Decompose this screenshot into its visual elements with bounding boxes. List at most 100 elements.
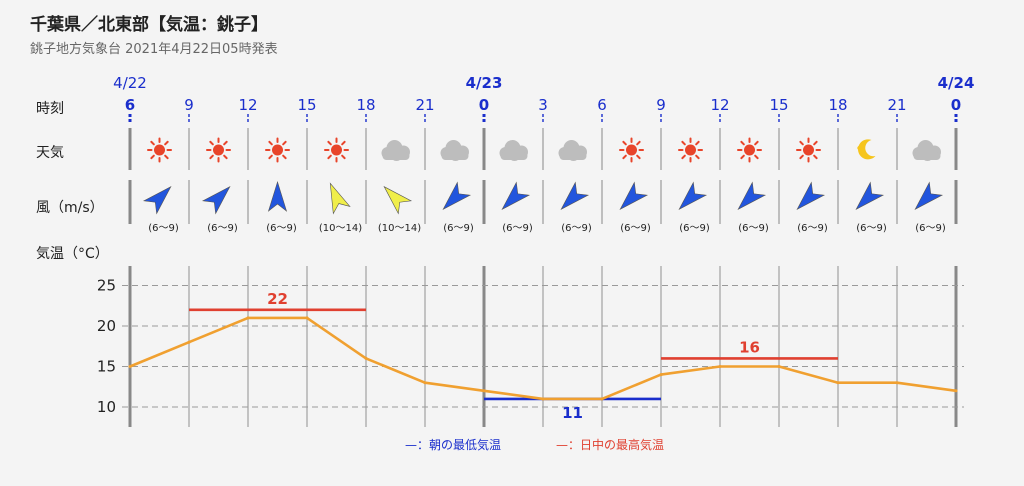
sun-ray	[622, 140, 627, 146]
hour-label: 18	[356, 96, 375, 114]
date-labels: 4/22 4/23 4/24	[113, 74, 974, 92]
hour-label: 0	[951, 96, 961, 114]
sun-disc	[685, 144, 696, 156]
hour-label: 0	[479, 96, 489, 114]
page-subtitle: 銚子地方気象台 2021年4月22日05時発表	[30, 42, 278, 57]
wind-arrow-icon	[142, 185, 172, 215]
hour-label: 6	[125, 96, 135, 114]
temperature-grid: 10 15 20 25	[97, 266, 964, 427]
sun-ray	[282, 154, 287, 160]
wind-range-label: (6〜9)	[738, 223, 769, 234]
y-tick-label: 20	[97, 317, 116, 335]
temperature-series	[128, 316, 958, 401]
sun-disc	[272, 144, 283, 156]
wind-arrow-icon	[619, 181, 649, 211]
cloud-base	[913, 152, 941, 160]
sun-ray	[327, 154, 332, 160]
wind-range-label: (6〜9)	[856, 223, 887, 234]
sun-ray	[164, 140, 169, 146]
wind-arrow-icon	[329, 182, 351, 215]
wind-range-label: (10〜14)	[319, 223, 362, 234]
wind-arrow-shape	[201, 185, 231, 215]
cloud-base	[559, 152, 587, 160]
cloud-icon	[558, 140, 587, 161]
wind-arrow-icon	[796, 181, 826, 211]
moon-crescent	[858, 139, 876, 160]
wind-arrow-icon	[737, 181, 767, 211]
legend-item: —：日中の最高気温	[556, 437, 664, 452]
sun-ray	[268, 154, 273, 160]
wind-range-label: (6〜9)	[266, 223, 297, 234]
sun-ray	[282, 140, 287, 146]
sun-ray	[681, 154, 686, 160]
y-tick-label: 25	[97, 277, 116, 295]
wind-range-label: (10〜14)	[378, 223, 421, 234]
temperature-point	[187, 340, 191, 344]
max-temp-label: 22	[267, 290, 288, 308]
cloud-base	[500, 152, 528, 160]
time-row-label: 時刻	[36, 101, 64, 117]
sun-ray	[740, 140, 745, 146]
wind-arrow-icon	[855, 181, 885, 211]
wind-arrow-shape	[914, 181, 944, 211]
sun-ray	[754, 140, 759, 146]
sun-ray	[223, 140, 228, 146]
sun-ray	[681, 140, 686, 146]
wind-range-label: (6〜9)	[502, 223, 533, 234]
sun-ray	[740, 154, 745, 160]
sun-disc	[154, 144, 165, 156]
wind-range-label: (6〜9)	[561, 223, 592, 234]
sun-ray	[636, 154, 641, 160]
wind-arrow-shape	[329, 182, 351, 215]
temperature-point	[364, 356, 368, 360]
temp-row-label: 気温（°C）	[36, 246, 109, 262]
moon-icon	[857, 139, 876, 160]
sun-ray	[695, 154, 700, 160]
hour-label: 12	[238, 96, 257, 114]
y-tick-label: 10	[97, 398, 116, 416]
sun-disc	[331, 144, 342, 156]
temperature-point	[659, 373, 663, 377]
wind-arrow-shape	[619, 181, 649, 211]
hour-labels: 6 9 12 15 18 21 0 3 6 9 12 15 18 21 0	[125, 96, 961, 122]
sun-ray	[813, 154, 818, 160]
wind-range-label: (6〜9)	[679, 223, 710, 234]
wind-arrow-icon	[914, 181, 944, 211]
wind-arrow-shape	[383, 185, 413, 215]
wind-row: (6〜9) (6〜9) (6〜9) (10〜14) (10〜14) (6〜9) (6〜9) (…	[128, 180, 958, 234]
max-temp-label: 16	[739, 338, 760, 356]
sun-ray	[150, 154, 155, 160]
temperature-point	[954, 389, 958, 393]
temperature-point	[541, 397, 545, 401]
wind-arrow-shape	[855, 181, 885, 211]
sun-ray	[209, 140, 214, 146]
cloud-icon	[912, 140, 941, 161]
hour-label: 21	[415, 96, 434, 114]
sun-ray	[268, 140, 273, 146]
cloud-base	[441, 152, 469, 160]
sun-ray	[622, 154, 627, 160]
wind-arrow-shape	[442, 181, 472, 211]
sun-icon	[796, 137, 821, 163]
wind-range-label: (6〜9)	[443, 223, 474, 234]
wind-arrow-icon	[201, 185, 231, 215]
sun-icon	[206, 137, 231, 163]
sun-ray	[223, 154, 228, 160]
legend-item: —：朝の最低気温	[405, 437, 501, 452]
page-title: 千葉県／北東部【気温：銚子】	[30, 15, 268, 35]
moon-star	[857, 145, 862, 151]
wind-arrow-shape	[267, 180, 288, 212]
hour-label: 12	[710, 96, 729, 114]
temperature-point	[482, 389, 486, 393]
wind-arrow-icon	[442, 181, 472, 211]
date-label: 4/23	[466, 74, 503, 92]
sun-disc	[626, 144, 637, 156]
sun-icon	[147, 137, 172, 163]
wind-arrow-icon	[678, 181, 708, 211]
sun-ray	[754, 154, 759, 160]
y-tick-label: 15	[97, 358, 116, 376]
sun-ray	[341, 140, 346, 146]
sun-ray	[209, 154, 214, 160]
wind-arrow-shape	[560, 181, 590, 211]
